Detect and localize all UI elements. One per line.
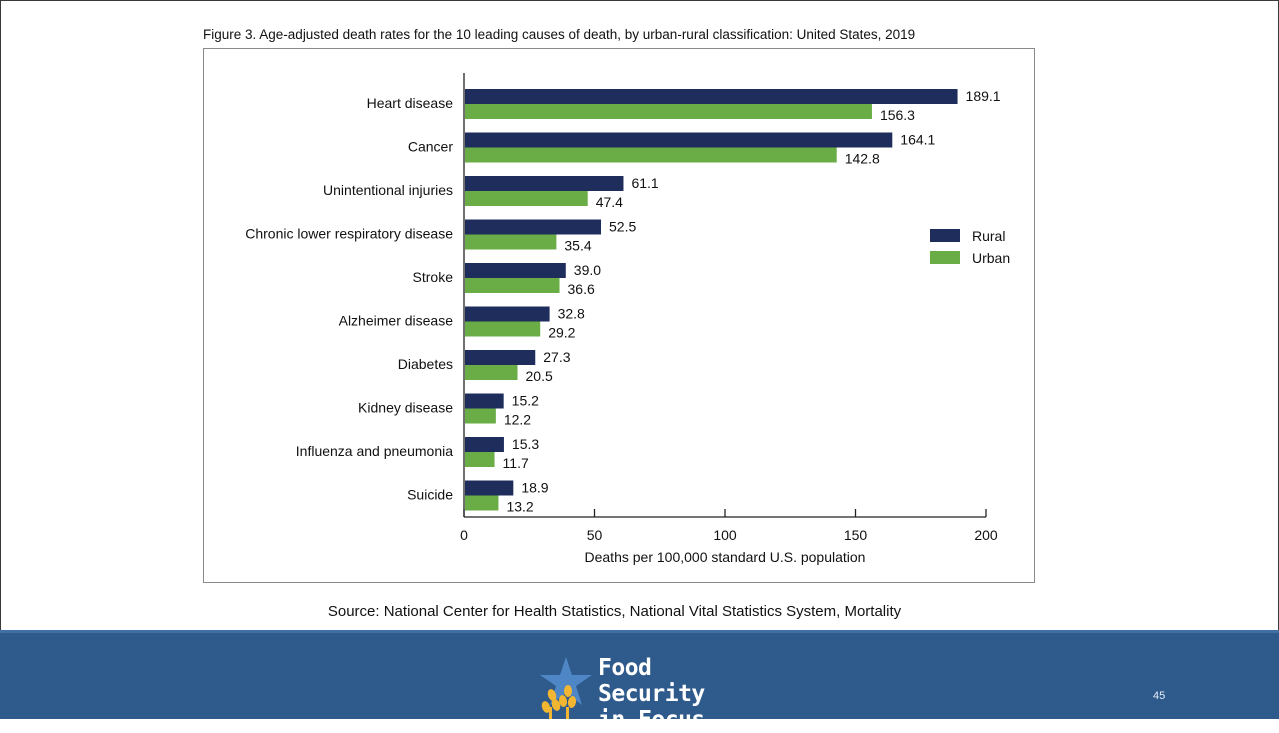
bar-urban bbox=[465, 321, 541, 337]
footer-band bbox=[0, 630, 1279, 719]
bar-urban bbox=[465, 278, 560, 293]
data-label: 189.1 bbox=[966, 88, 1001, 104]
bar-rural bbox=[465, 480, 514, 496]
page-number: 45 bbox=[1153, 690, 1166, 702]
logo-line-1: Food Security bbox=[598, 655, 705, 707]
data-label: 32.8 bbox=[558, 306, 585, 322]
x-tick-label: 50 bbox=[587, 527, 603, 543]
logo-text: Food Security in Focus bbox=[598, 655, 766, 733]
bar-rural bbox=[465, 263, 566, 278]
category-label: Alzheimer disease bbox=[339, 313, 454, 329]
bar-rural bbox=[465, 437, 504, 452]
category-label: Influenza and pneumonia bbox=[296, 443, 453, 459]
category-label: Cancer bbox=[408, 139, 453, 155]
legend-label: Rural bbox=[972, 228, 1005, 244]
bar-rural bbox=[465, 393, 504, 409]
data-label: 12.2 bbox=[504, 412, 531, 428]
category-label: Heart disease bbox=[367, 95, 454, 111]
legend-swatch bbox=[930, 229, 960, 242]
data-label: 35.4 bbox=[564, 238, 591, 254]
data-label: 29.2 bbox=[548, 325, 575, 341]
bar-urban bbox=[465, 234, 557, 250]
data-label: 20.5 bbox=[526, 368, 553, 384]
data-label: 52.5 bbox=[609, 219, 636, 235]
category-label: Diabetes bbox=[398, 356, 453, 372]
data-label: 164.1 bbox=[900, 132, 935, 148]
category-label: Unintentional injuries bbox=[323, 182, 453, 198]
x-tick-label: 150 bbox=[844, 527, 868, 543]
legend-swatch bbox=[930, 251, 960, 264]
bar-rural bbox=[465, 89, 958, 104]
bar-rural bbox=[465, 306, 550, 322]
data-label: 11.7 bbox=[503, 455, 529, 471]
bar-urban bbox=[465, 191, 588, 206]
category-label: Stroke bbox=[413, 269, 454, 285]
data-label: 61.1 bbox=[631, 175, 658, 191]
category-label: Chronic lower respiratory disease bbox=[245, 226, 453, 242]
bar-urban bbox=[465, 408, 496, 424]
bar-urban bbox=[465, 495, 499, 511]
data-label: 142.8 bbox=[845, 151, 880, 167]
bar-chart: Heart disease 189.1 156.3 Cancer 164.1 142.8 U… bbox=[245, 73, 1010, 565]
bar-rural bbox=[465, 132, 893, 148]
bar-rural bbox=[465, 176, 624, 191]
footer-divider bbox=[0, 630, 1279, 633]
data-label: 47.4 bbox=[596, 194, 623, 210]
data-label: 36.6 bbox=[568, 281, 595, 297]
x-axis-label: Deaths per 100,000 standard U.S. populat… bbox=[585, 549, 866, 565]
data-label: 15.3 bbox=[512, 436, 539, 452]
legend-label: Urban bbox=[972, 250, 1010, 266]
x-tick-label: 200 bbox=[974, 527, 998, 543]
bar-urban bbox=[465, 365, 518, 380]
chart-frame: Heart disease 189.1 156.3 Cancer 164.1 142.8 U… bbox=[203, 48, 1035, 583]
bar-urban bbox=[465, 452, 495, 467]
category-label: Kidney disease bbox=[358, 400, 453, 416]
data-label: 15.2 bbox=[512, 393, 539, 409]
x-tick-label: 0 bbox=[460, 527, 468, 543]
bar-urban bbox=[465, 147, 837, 163]
bar-rural bbox=[465, 350, 536, 365]
wheat-star-icon bbox=[540, 657, 592, 719]
bar-urban bbox=[465, 104, 872, 119]
data-label: 13.2 bbox=[506, 499, 533, 515]
source-note: Source: National Center for Health Stati… bbox=[0, 603, 1229, 620]
data-label: 39.0 bbox=[574, 262, 601, 278]
category-label: Suicide bbox=[407, 487, 453, 503]
data-label: 27.3 bbox=[543, 349, 570, 365]
source-text: Source: National Center for Health Stati… bbox=[327, 603, 902, 620]
bar-rural bbox=[465, 219, 602, 235]
data-label: 18.9 bbox=[521, 480, 548, 496]
x-tick-label: 100 bbox=[713, 527, 737, 543]
figure-title: Figure 3. Age-adjusted death rates for t… bbox=[203, 27, 916, 42]
food-security-logo: Food Security in Focus bbox=[536, 655, 766, 733]
data-label: 156.3 bbox=[880, 107, 915, 123]
logo-line-2: in Focus bbox=[598, 707, 705, 733]
